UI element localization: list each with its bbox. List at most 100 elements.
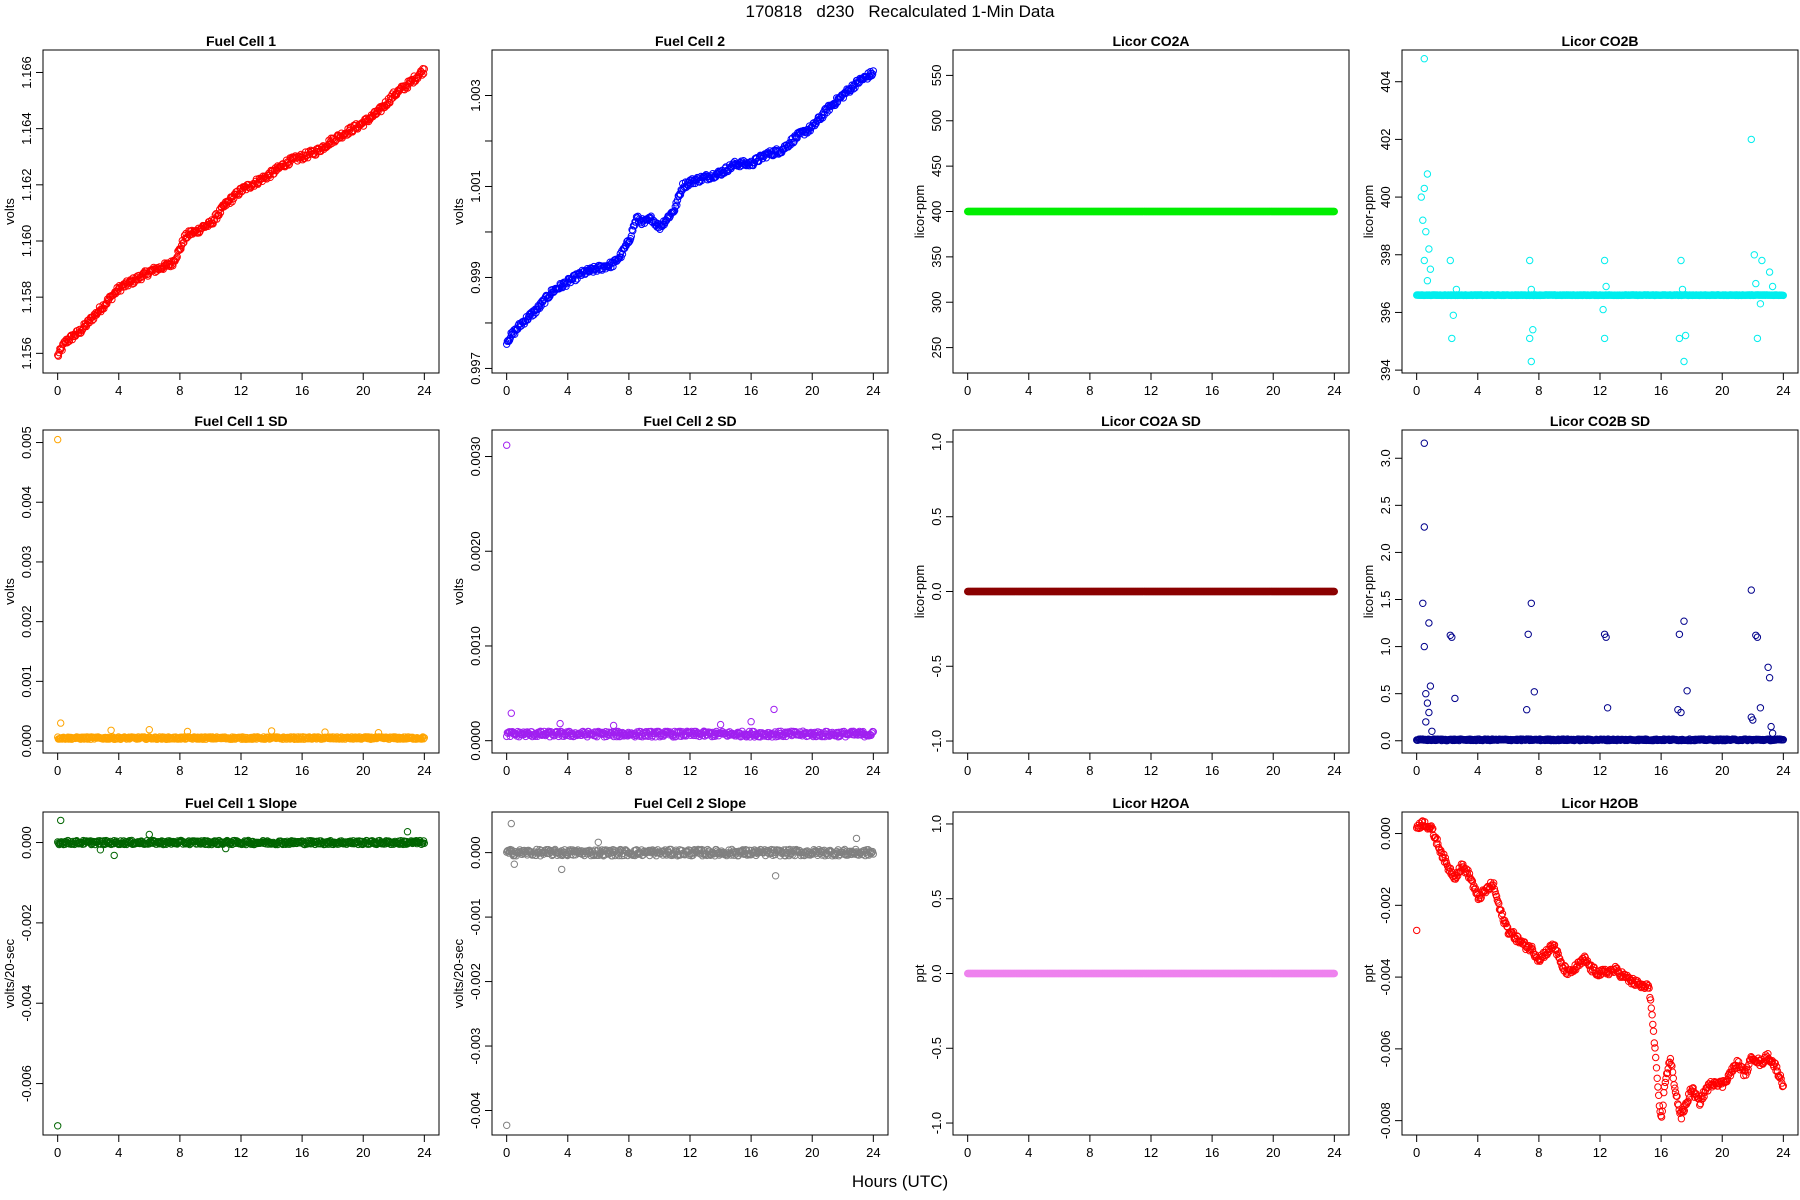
data-point xyxy=(851,84,859,92)
plot-frame xyxy=(42,429,440,754)
data-point xyxy=(110,851,118,860)
panel-6: Fuel Cell 2 SD0 4 8 12 16 20 240.00000.00100.0… xyxy=(451,413,889,778)
x-tick-label: 20 xyxy=(1715,383,1729,398)
y-tick-label: 1.156 xyxy=(19,337,34,370)
series-points xyxy=(503,441,877,741)
data-point xyxy=(1779,736,1788,744)
x-tick-label: 16 xyxy=(1205,383,1219,398)
y-axis-label: volts/20-sec xyxy=(2,938,17,1008)
data-point xyxy=(419,69,428,78)
y-axis-label: licor-ppm xyxy=(1361,185,1376,238)
data-point xyxy=(1425,619,1433,627)
y-tick-label: 396 xyxy=(1378,302,1393,324)
x-tick-label: 12 xyxy=(1593,383,1607,398)
panel-2: Fuel Cell 20 4 8 12 16 20 240.9970.9991.0011.0… xyxy=(451,33,889,398)
x-tick-label: 16 xyxy=(744,763,758,778)
y-tick-label: 1.003 xyxy=(468,79,483,112)
x-tick-label: 8 xyxy=(1086,383,1093,398)
x-tick-label: 24 xyxy=(1776,383,1790,398)
y-tick-label: 0.997 xyxy=(468,352,483,385)
y-tick-label: 0.000 xyxy=(19,826,34,859)
x-tick-label: 0 xyxy=(1413,383,1420,398)
y-tick-label: -0.001 xyxy=(468,899,483,936)
x-tick-label: 20 xyxy=(356,383,370,398)
data-point xyxy=(213,215,221,223)
x-tick-label: 8 xyxy=(1535,383,1542,398)
series-points xyxy=(503,819,877,1130)
y-axis-label: volts xyxy=(451,198,466,225)
data-point xyxy=(419,735,428,743)
x-tick-label: 12 xyxy=(234,1145,248,1160)
data-point xyxy=(1423,699,1432,707)
data-point xyxy=(770,705,778,714)
data-point xyxy=(54,435,62,444)
panel-title: Fuel Cell 2 xyxy=(655,33,725,49)
x-tick-label: 0 xyxy=(54,383,61,398)
y-tick-label: -0.003 xyxy=(468,1028,483,1065)
plot-frame xyxy=(42,49,440,374)
x-tick-label: 24 xyxy=(417,383,431,398)
y-tick-label: 550 xyxy=(929,65,944,87)
panel-title: Licor CO2B xyxy=(1561,33,1638,49)
x-tick-label: 0 xyxy=(503,383,510,398)
panel-5: Fuel Cell 1 SD0 4 8 12 16 20 240.0000.0010.002… xyxy=(2,413,440,778)
data-point xyxy=(869,728,877,736)
panel-7: Licor CO2A SD0 4 8 12 16 20 24-1.0-0.50.00.51.… xyxy=(912,413,1350,778)
data-point xyxy=(1422,690,1430,698)
data-point xyxy=(117,287,125,295)
data-point xyxy=(1446,256,1455,265)
x-tick-label: 12 xyxy=(234,383,248,398)
panel-title: Fuel Cell 1 xyxy=(206,33,276,49)
x-tick-label: 16 xyxy=(295,763,309,778)
x-tick-label: 8 xyxy=(1086,763,1093,778)
data-point xyxy=(1422,718,1430,726)
x-tick-label: 0 xyxy=(964,763,971,778)
plot-frame xyxy=(42,811,440,1136)
data-point xyxy=(154,265,162,273)
data-point xyxy=(503,441,511,449)
data-point xyxy=(373,109,381,118)
data-point xyxy=(1602,282,1610,291)
series-points xyxy=(54,65,428,360)
x-tick-label: 4 xyxy=(1474,763,1481,778)
data-point xyxy=(1527,599,1536,607)
series-points xyxy=(54,816,428,1130)
x-tick-label: 4 xyxy=(115,1145,122,1160)
y-tick-label: 1.001 xyxy=(468,170,483,203)
data-point xyxy=(670,208,678,216)
data-point xyxy=(1602,633,1610,641)
data-point xyxy=(1452,285,1461,294)
x-tick-label: 16 xyxy=(295,383,309,398)
y-tick-label: 1.166 xyxy=(19,56,34,89)
data-point xyxy=(1603,704,1612,712)
data-point xyxy=(418,734,426,742)
x-tick-label: 24 xyxy=(1327,763,1341,778)
data-point xyxy=(349,126,357,135)
data-point xyxy=(1417,193,1426,201)
data-point xyxy=(869,67,877,75)
data-point xyxy=(1529,326,1537,334)
data-point xyxy=(1680,617,1688,625)
series-points xyxy=(964,207,1339,216)
y-tick-label: 0.000 xyxy=(468,836,483,869)
y-tick-label: 1.158 xyxy=(19,281,34,314)
x-tick-label: 0 xyxy=(503,1145,510,1160)
x-tick-label: 4 xyxy=(564,763,571,778)
data-point xyxy=(1768,729,1777,737)
data-point xyxy=(96,846,105,854)
data-point xyxy=(544,294,553,302)
data-point xyxy=(103,300,111,308)
data-point xyxy=(222,844,230,853)
data-point xyxy=(145,830,154,839)
data-point xyxy=(868,70,877,78)
x-tick-label: 0 xyxy=(1413,763,1420,778)
data-point xyxy=(420,734,428,742)
y-tick-label: 450 xyxy=(929,155,944,177)
data-point xyxy=(1756,704,1765,712)
data-point xyxy=(145,726,154,734)
data-point xyxy=(267,727,276,735)
y-tick-label: 402 xyxy=(1378,129,1393,151)
data-point xyxy=(1752,279,1760,288)
x-tick-label: 4 xyxy=(115,763,122,778)
